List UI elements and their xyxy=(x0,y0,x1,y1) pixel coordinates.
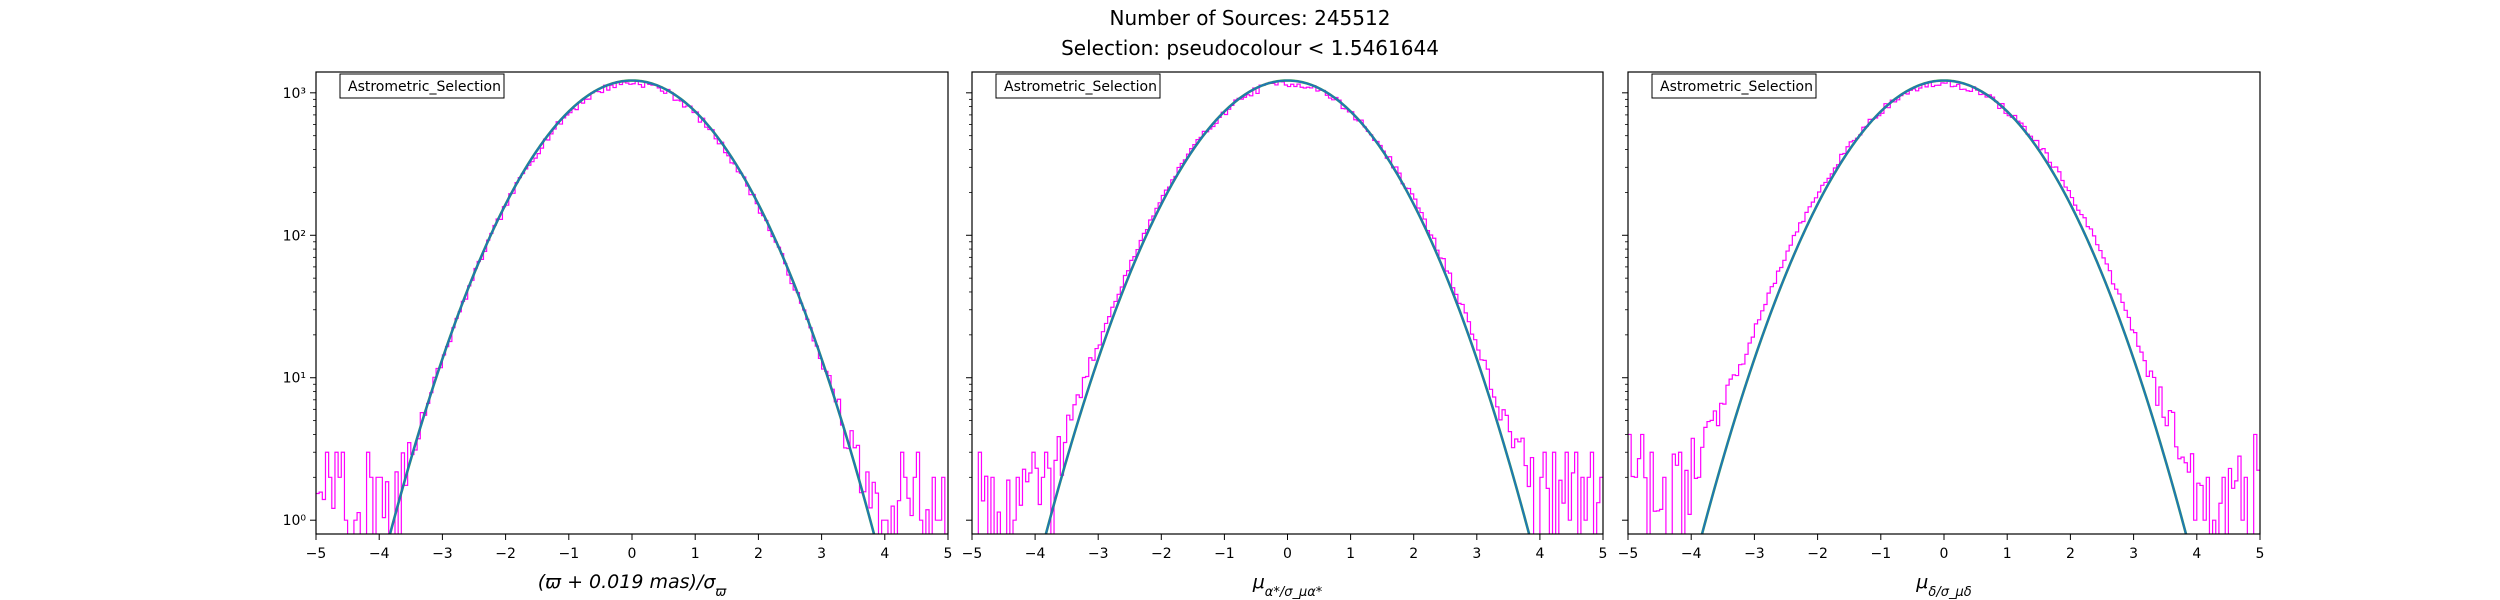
x-tick-label: −5 xyxy=(962,546,983,562)
legend-label: Astrometric_Selection xyxy=(1004,79,1157,95)
axes-frame xyxy=(1627,71,2261,535)
x-tick-label: 1 xyxy=(1346,546,1355,562)
plot-area xyxy=(977,79,1603,534)
legend-box xyxy=(339,73,505,99)
x-tick-label: −3 xyxy=(1088,546,1109,562)
x-tick-label: 4 xyxy=(880,546,889,562)
legend-label: Astrometric_Selection xyxy=(348,79,501,95)
x-tick-label: 5 xyxy=(944,546,953,562)
y-tick-label: 10⁰ xyxy=(283,513,307,529)
x-tick-label: 2 xyxy=(754,546,763,562)
x-tick-label: 1 xyxy=(2003,546,2012,562)
axes-frame xyxy=(971,71,1604,535)
x-tick-label: 0 xyxy=(1283,546,1292,562)
x-tick-label: −3 xyxy=(432,546,453,562)
panel-pm-dec: −5 −4 −3 −2 −1 0 1 2 3 4 5 Astrometric_Selection μδ/… xyxy=(1618,71,2265,600)
xlabel-text: μδ/σ_μδ xyxy=(1915,571,1971,600)
xlabel-text: μα*/σ_μα* xyxy=(1252,571,1323,600)
x-tick-label: −1 xyxy=(1870,546,1891,562)
gaussian-fit-curve xyxy=(1700,79,2188,534)
figure-title-sources: Number of Sources: 245512 xyxy=(1109,6,1391,30)
gaussian-fit-underlay xyxy=(1700,79,2188,534)
panel-parallax: −5 −4 −3 −2 −1 0 1 2 3 4 5 10⁰ 10¹ 10² 10³ Astrometric_… xyxy=(283,71,953,600)
gaussian-fit-curve xyxy=(1044,79,1531,534)
legend-box xyxy=(1651,73,1817,99)
x-tick-label: −5 xyxy=(1618,546,1639,562)
x-tick-label: −1 xyxy=(558,546,579,562)
y-tick-label: 10³ xyxy=(283,86,306,102)
gaussian-fit-curve xyxy=(388,79,876,534)
figure-title-selection: Selection: pseudocolour < 1.5461644 xyxy=(1061,36,1439,60)
x-tick-label: 2 xyxy=(1409,546,1418,562)
axes-frame xyxy=(315,71,949,535)
histogram-series xyxy=(316,80,946,534)
legend: Astrometric_Selection xyxy=(1651,73,1817,99)
x-tick-label: 0 xyxy=(1940,546,1949,562)
x-tick-label: −2 xyxy=(1151,546,1172,562)
plot-area xyxy=(1628,79,2260,534)
x-tick-label: −2 xyxy=(495,546,516,562)
x-tick-label: −4 xyxy=(369,546,390,562)
xlabel-text: (ϖ + 0.019 mas)/σϖ xyxy=(538,571,728,600)
gaussian-fit-underlay xyxy=(1044,79,1531,534)
x-tick-label: 5 xyxy=(2256,546,2265,562)
legend-label: Astrometric_Selection xyxy=(1660,79,1813,95)
gaussian-fit-underlay xyxy=(388,79,876,534)
x-tick-label: −3 xyxy=(1744,546,1765,562)
panel-pm-ra: −5 −4 −3 −2 −1 0 1 2 3 4 5 Astrometric_Selection μα*… xyxy=(962,71,1608,600)
x-tick-label: −4 xyxy=(1025,546,1046,562)
plot-area xyxy=(316,79,946,534)
y-tick-label: 10¹ xyxy=(283,371,306,387)
histogram-series xyxy=(1628,79,2260,534)
x-tick-label: −5 xyxy=(306,546,327,562)
x-tick-label: 2 xyxy=(2066,546,2075,562)
x-tick-label: 1 xyxy=(691,546,700,562)
x-tick-label: 4 xyxy=(1535,546,1544,562)
x-tick-label: 3 xyxy=(1472,546,1481,562)
legend: Astrometric_Selection xyxy=(339,73,505,99)
x-tick-label: 3 xyxy=(817,546,826,562)
legend: Astrometric_Selection xyxy=(995,73,1161,99)
x-tick-label: 0 xyxy=(628,546,637,562)
x-tick-label: 5 xyxy=(1599,546,1608,562)
x-tick-label: 4 xyxy=(2192,546,2201,562)
x-tick-label: −4 xyxy=(1681,546,1702,562)
x-tick-label: −1 xyxy=(1214,546,1235,562)
x-tick-label: −2 xyxy=(1807,546,1828,562)
histogram-series xyxy=(977,80,1603,534)
legend-box xyxy=(995,73,1161,99)
x-tick-label: 3 xyxy=(2129,546,2138,562)
y-tick-label: 10² xyxy=(283,228,306,244)
